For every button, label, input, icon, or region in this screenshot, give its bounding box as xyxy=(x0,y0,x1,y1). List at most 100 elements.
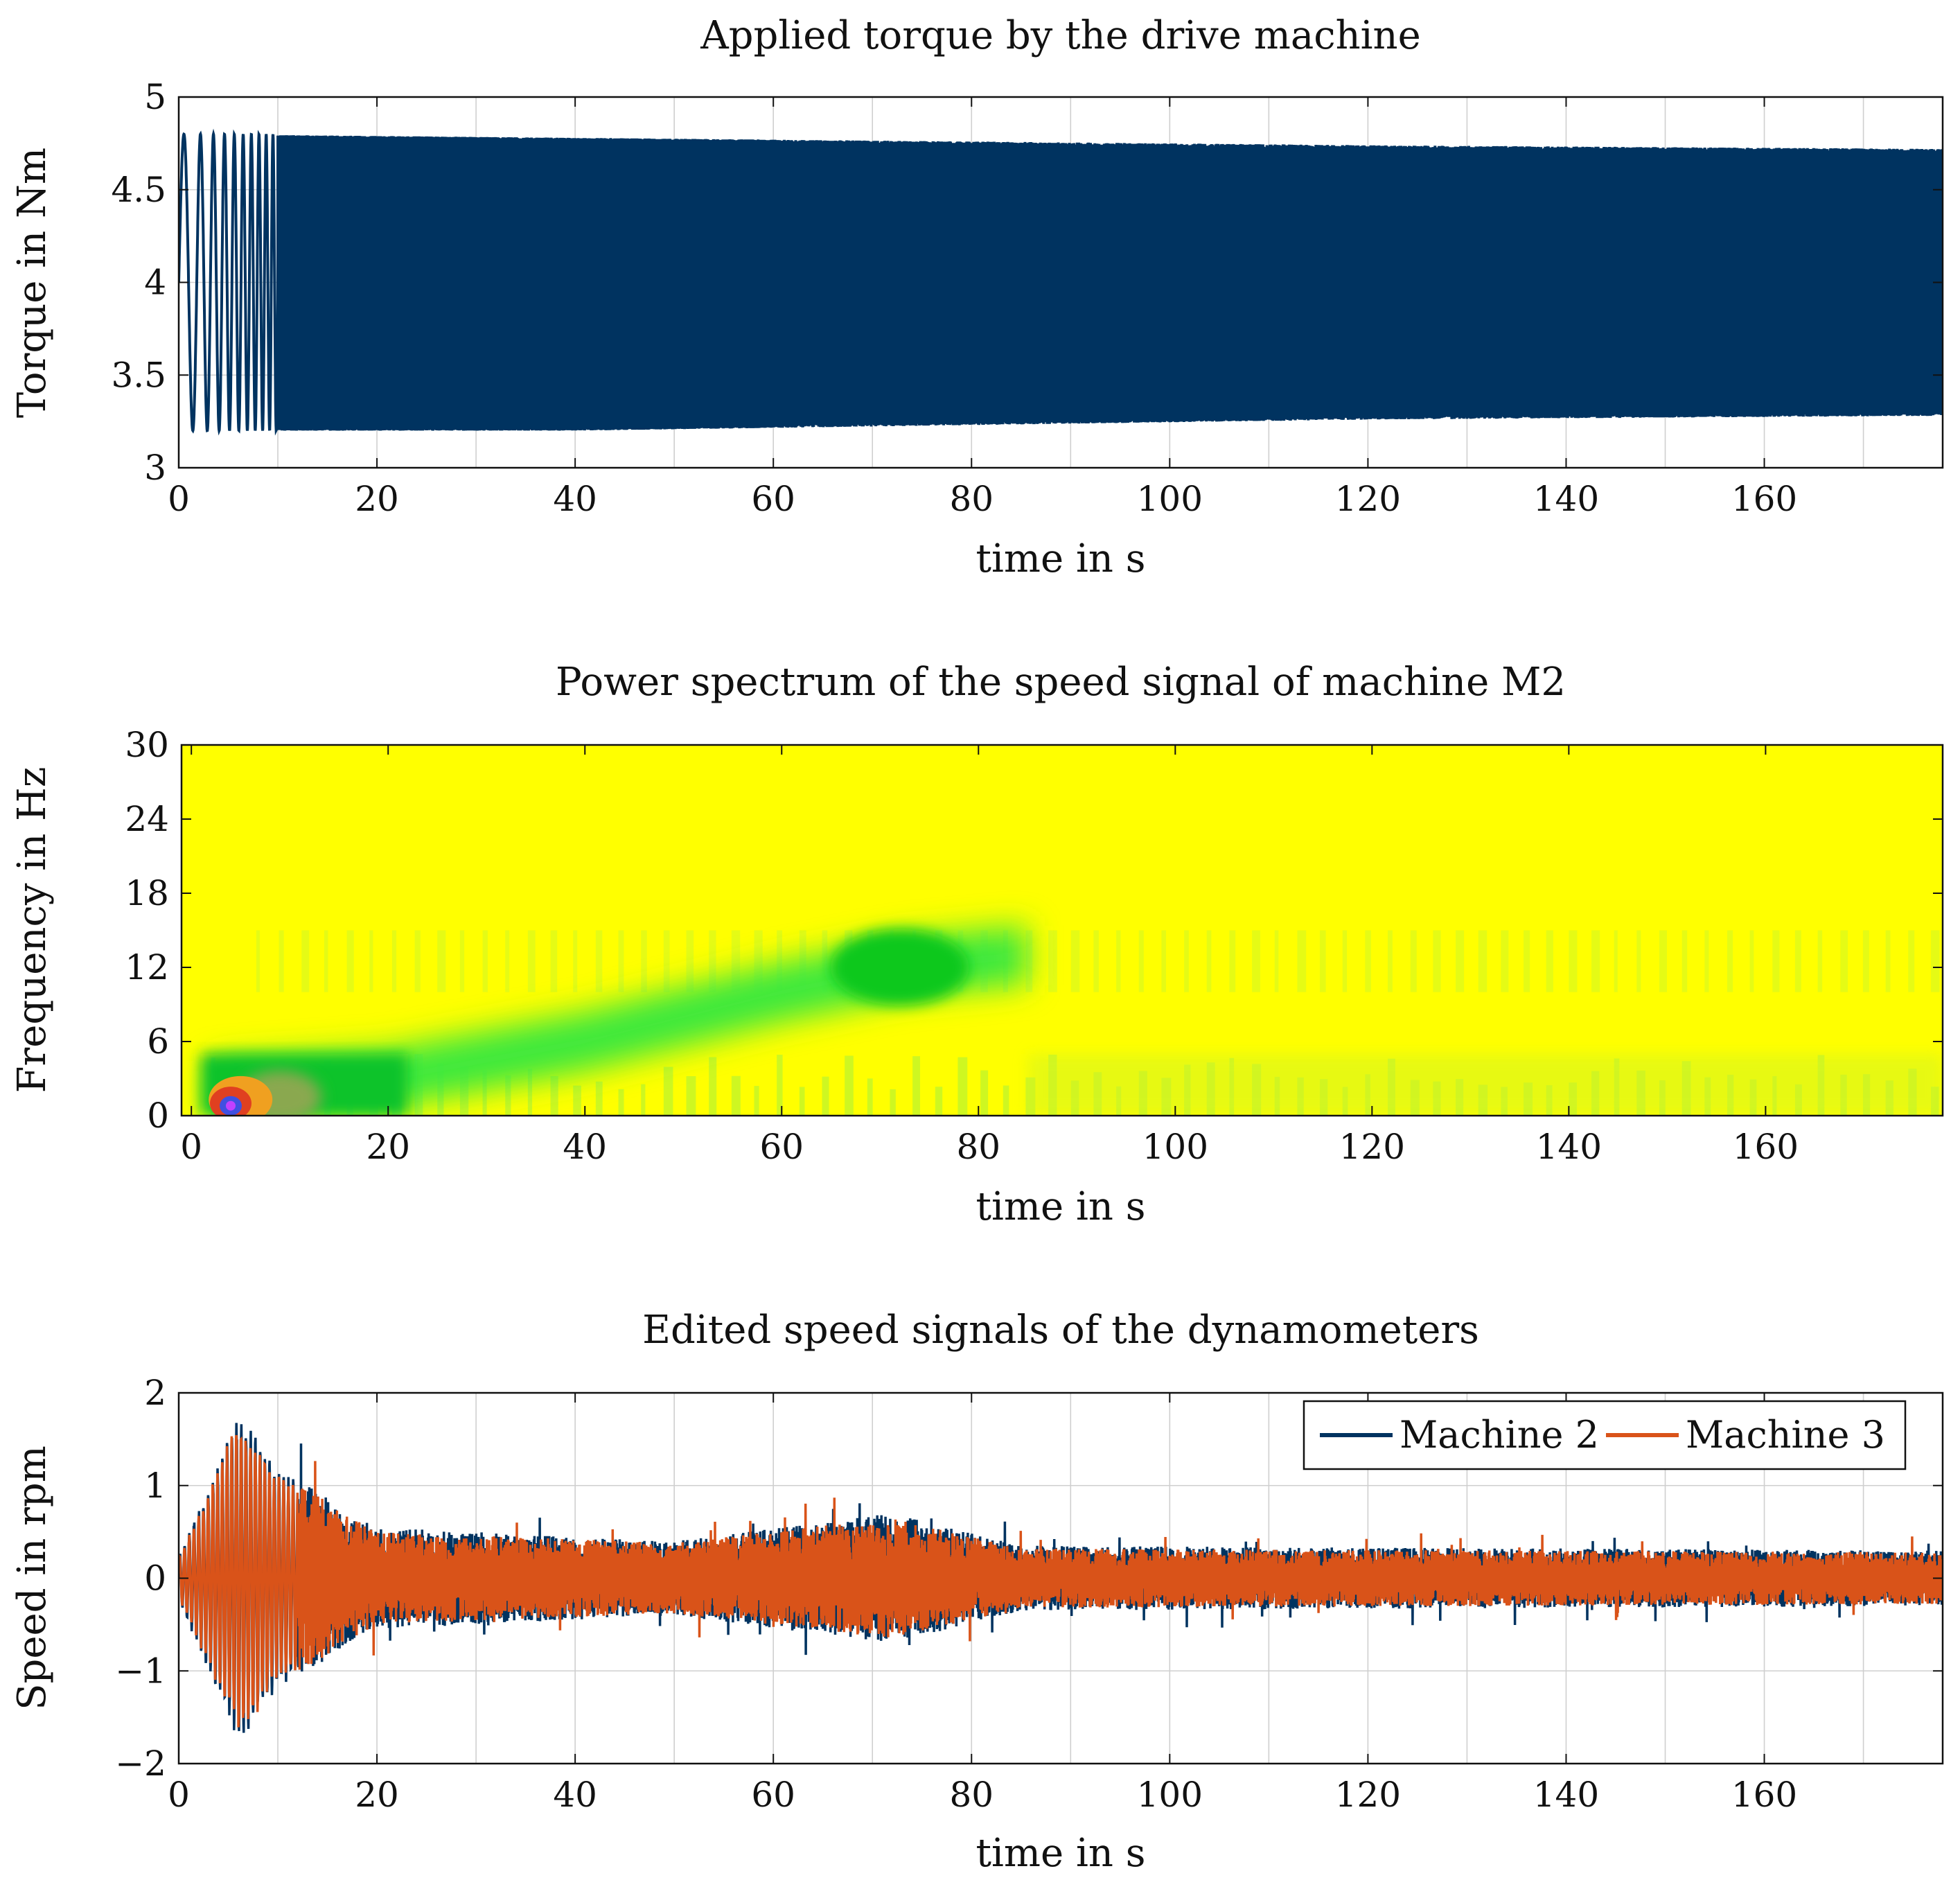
spectrum-mid-streak xyxy=(1297,930,1307,992)
spectrum-low-streak xyxy=(867,1078,873,1116)
spectrum-mid-streak xyxy=(1274,930,1279,992)
spectrum-mid-streak xyxy=(777,930,782,992)
spectrum-y-tick-label: 12 xyxy=(125,947,169,987)
spectrum-mid-streak xyxy=(1659,930,1667,992)
torque-y-tick-label: 5 xyxy=(144,77,166,117)
spectrum-mid-streak xyxy=(1229,930,1236,992)
spectrum-mid-streak xyxy=(1048,930,1057,992)
spectrum-mid-streak xyxy=(527,930,536,992)
spectrum-axes-frame xyxy=(180,744,1944,1117)
speed-y-tick-label: −1 xyxy=(115,1651,166,1691)
spectrum-mid-streak xyxy=(1093,930,1099,992)
torque-x-tick-label: 0 xyxy=(168,479,190,519)
spectrum-mid-streak xyxy=(1727,930,1733,992)
spectrum-mid-streak xyxy=(1025,930,1033,992)
spectrum-mid-streak xyxy=(1252,930,1260,992)
speed-y-axis-label: Speed in rpm xyxy=(10,1446,55,1710)
spectrum-mid-streak xyxy=(256,930,261,992)
spectrum-mid-streak xyxy=(1433,930,1441,992)
spectrum-x-tick-label: 160 xyxy=(1733,1127,1799,1167)
spectrum-mid-streak xyxy=(663,930,670,992)
spectrum-mid-streak xyxy=(1704,930,1709,992)
spectrum-mid-streak xyxy=(1524,930,1530,992)
torque-title: Applied torque by the drive machine xyxy=(700,13,1421,58)
torque-x-tick-label: 20 xyxy=(355,479,399,519)
spectrum-low-streak xyxy=(1003,1085,1009,1116)
speed-y-tick-label: 0 xyxy=(144,1558,166,1599)
spectrum-x-tick-label: 20 xyxy=(366,1127,410,1167)
spectrum-low-streak xyxy=(912,1056,920,1116)
spectrum-mid-streak xyxy=(709,930,716,992)
speed-plot-area xyxy=(179,1393,1943,1764)
spectrum-mid-streak xyxy=(1749,930,1754,992)
torque-y-axis-label: Torque in Nm xyxy=(10,148,55,418)
spectrum-plot-area xyxy=(182,745,1943,1116)
spectrum-hotspot-center xyxy=(226,1100,236,1111)
spectrum-low-streak xyxy=(957,1057,968,1116)
spectrum-mid-streak xyxy=(1456,930,1465,992)
spectrum-y-tick-label: 18 xyxy=(125,873,169,913)
spectrum-mid-streak xyxy=(1614,930,1618,992)
spectrum-mid-streak xyxy=(1885,930,1891,992)
spectrum-mid-streak xyxy=(459,930,465,992)
spectrum-x-tick-label: 140 xyxy=(1536,1127,1602,1167)
speed-x-tick-label: 60 xyxy=(751,1775,795,1815)
spectrum-low-streak xyxy=(822,1076,829,1116)
spectrum-mid-streak xyxy=(414,930,421,992)
speed-y-tick-label: 2 xyxy=(144,1373,166,1413)
torque-x-tick-label: 160 xyxy=(1731,479,1797,519)
speed-series-machine-3 xyxy=(179,1434,1943,1728)
spectrum-mid-streak xyxy=(1320,930,1326,992)
spectrum-ridge-peak xyxy=(830,929,969,1005)
spectrum-low-streak xyxy=(573,1085,581,1116)
spectrum-mid-streak xyxy=(1840,930,1848,992)
spectrum-mid-streak xyxy=(1138,930,1144,992)
speed-x-tick-label: 140 xyxy=(1533,1775,1599,1815)
spectrum-mid-streak xyxy=(391,930,397,992)
torque-x-ticks: 0 20 40 60 80 100 120 140 160 xyxy=(168,97,1797,519)
torque-y-tick-label: 4.5 xyxy=(111,170,166,210)
spectrum-y-tick-label: 0 xyxy=(147,1096,169,1136)
spectrum-mid-streak xyxy=(1184,930,1189,992)
spectrum-low-streak xyxy=(709,1057,717,1116)
spectrum-x-tick-label: 0 xyxy=(180,1127,202,1167)
spectrum-mid-streak xyxy=(686,930,694,992)
torque-y-tick-label: 3 xyxy=(144,448,166,488)
spectrum-mid-streak xyxy=(1569,930,1578,992)
spectrum-low-streak xyxy=(890,1089,896,1116)
torque-x-tick-label: 60 xyxy=(751,479,795,519)
spectrum-y-tick-label: 6 xyxy=(147,1021,169,1062)
torque-series-line xyxy=(179,128,1943,436)
spectrum-mid-streak xyxy=(1501,930,1509,992)
spectrum-mid-streak xyxy=(301,930,310,992)
spectrum-low-streak xyxy=(980,1070,989,1116)
spectrum-x-tick-label: 60 xyxy=(759,1127,804,1167)
speed-x-tick-label: 40 xyxy=(553,1775,597,1815)
spectrum-low-streak xyxy=(799,1087,805,1116)
spectrum-mid-streak xyxy=(1772,930,1780,992)
spectrum-mid-streak xyxy=(573,930,578,992)
speed-x-tick-label: 0 xyxy=(168,1775,190,1815)
speed-legend: Machine 2 Machine 3 xyxy=(1303,1400,1907,1470)
spectrum-mid-streak xyxy=(1342,930,1348,992)
spectrum-y-tick-label: 30 xyxy=(125,725,169,765)
spectrum-mid-streak xyxy=(1410,930,1417,992)
spectrum-low-streak xyxy=(777,1055,783,1116)
spectrum-mid-streak xyxy=(1070,930,1080,992)
spectrum-low-streak xyxy=(505,1075,511,1116)
spectrum-low-streak xyxy=(845,1055,854,1116)
speed-x-ticks: 0 20 40 60 80 100 120 140 160 xyxy=(168,1393,1797,1815)
spectrum-mid-streak xyxy=(1365,930,1371,992)
spectrum-low-streak xyxy=(731,1075,741,1116)
spectrum-heatmap xyxy=(201,925,1943,1116)
spectrum-mid-streak xyxy=(1161,930,1167,992)
spectrum-x-axis-label: time in s xyxy=(976,1184,1146,1229)
torque-plot-area xyxy=(179,97,1943,468)
spectrum-low-streak xyxy=(686,1076,696,1116)
spectrum-mid-streak xyxy=(279,930,284,992)
spectrum-mid-streak xyxy=(324,930,328,992)
spectrum-low-streak xyxy=(550,1075,558,1116)
speed-y-tick-label: −2 xyxy=(115,1743,166,1784)
speed-y-tick-label: 1 xyxy=(144,1466,166,1506)
